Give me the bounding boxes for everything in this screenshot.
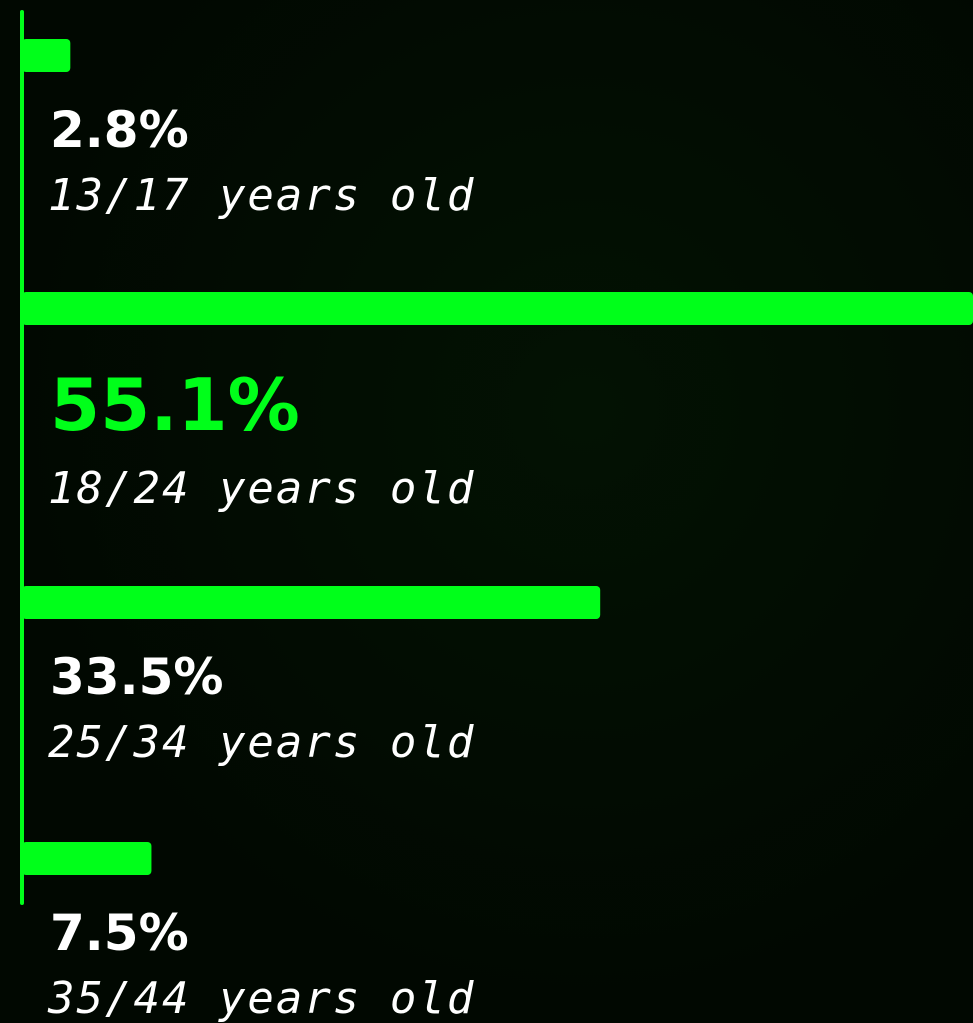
- category-label: 25/34 years old: [48, 717, 475, 768]
- category-label: 13/17 years old: [48, 170, 475, 221]
- value-label: 55.1%: [50, 363, 300, 447]
- category-label: 18/24 years old: [48, 463, 475, 514]
- category-label: 35/44 years old: [47, 973, 475, 1023]
- value-label: 2.8%: [50, 101, 189, 159]
- value-label: 7.5%: [50, 904, 189, 962]
- bar: [22, 39, 71, 72]
- axis-line: [20, 10, 24, 905]
- bar: [22, 292, 973, 325]
- bar: [22, 586, 601, 619]
- bar: [22, 842, 152, 875]
- value-label: 33.5%: [50, 648, 223, 706]
